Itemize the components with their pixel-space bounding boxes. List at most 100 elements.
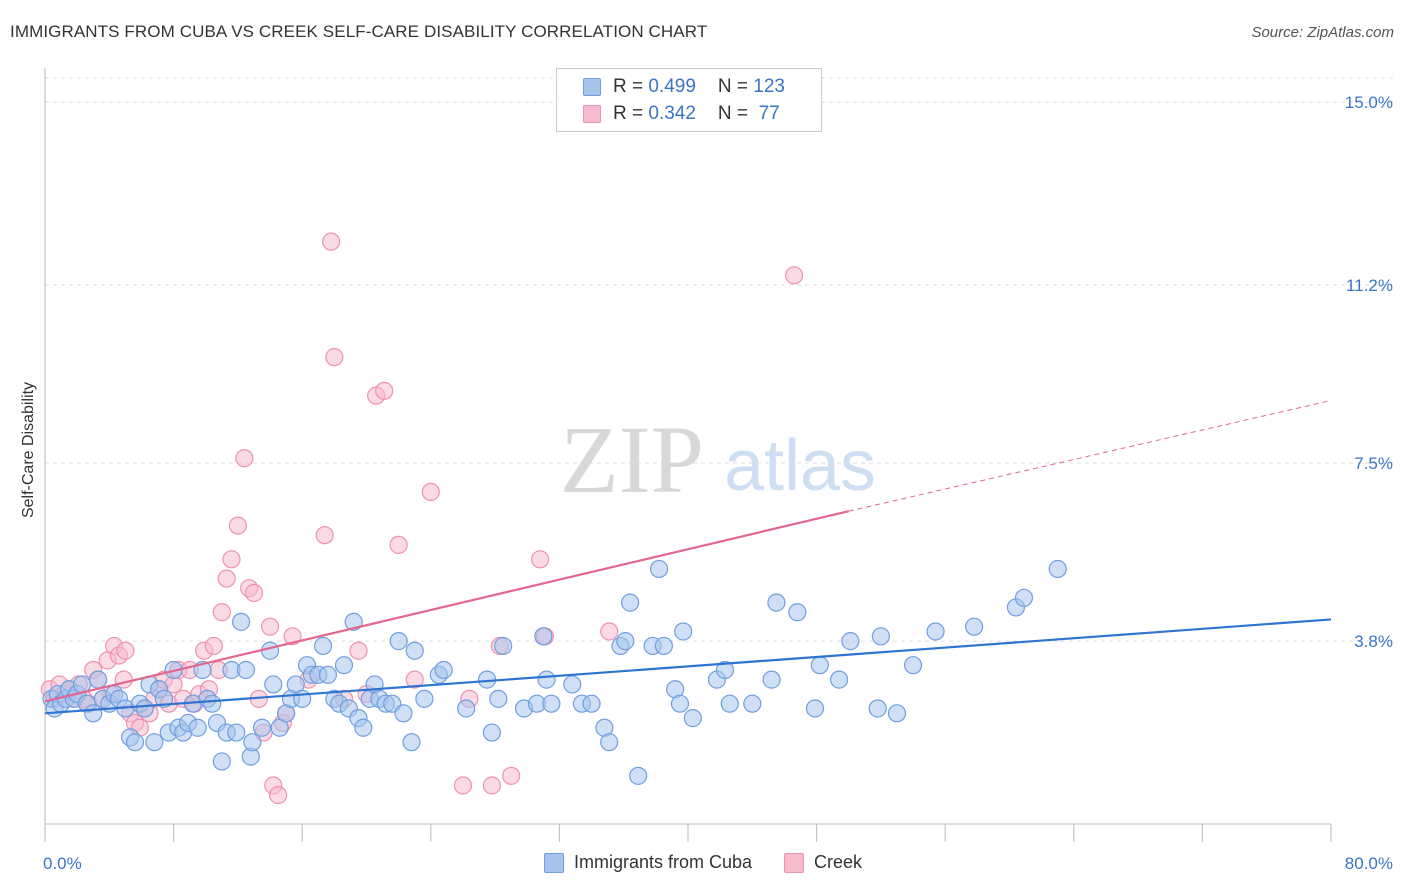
data-point-cuba — [236, 660, 256, 680]
data-point-cuba — [482, 723, 501, 742]
data-point-cuba — [534, 627, 553, 646]
data-point-cuba — [415, 689, 434, 708]
data-point-cuba — [600, 733, 619, 752]
legend-n-label: N = — [717, 76, 754, 97]
data-point-creek — [453, 776, 473, 795]
data-point-cuba — [805, 699, 825, 718]
data-point-cuba — [743, 694, 762, 713]
data-point-creek — [531, 550, 550, 569]
data-point-creek — [228, 516, 247, 535]
data-point-cuba — [871, 627, 891, 646]
data-point-cuba — [762, 670, 781, 689]
data-point-cuba — [810, 656, 829, 675]
data-point-creek — [375, 381, 394, 400]
tick-labels: 3.8% 7.5% 11.2% 15.0% 0.0% 80.0% — [43, 93, 1393, 873]
data-point-cuba — [621, 593, 640, 612]
data-point-cuba — [402, 733, 421, 752]
y-tick-label: 15.0% — [1345, 93, 1393, 112]
data-point-cuba — [841, 632, 860, 651]
legend-n-value: 123 — [753, 76, 785, 97]
legend-swatch-pink — [583, 105, 601, 123]
watermark-atlas: atlas — [724, 426, 876, 506]
legend-label-cuba: Immigrants from Cuba — [573, 852, 753, 872]
data-point-creek — [268, 786, 288, 805]
axes — [44, 68, 1332, 842]
data-point-cuba — [405, 641, 424, 660]
legend-row-creek: R = 0.342 N = 77 — [583, 102, 780, 126]
data-point-cuba — [154, 689, 174, 708]
trend-line-cuba — [44, 618, 1332, 715]
trend-line-creek — [44, 510, 850, 703]
data-point-cuba — [243, 733, 262, 752]
x-tick-label: 0.0% — [43, 854, 82, 873]
legend-n-value: 77 — [753, 103, 780, 124]
data-point-creek — [482, 776, 501, 795]
data-point-cuba — [1014, 588, 1034, 607]
legend-item-creek: Creek — [784, 852, 862, 873]
legend-r-label: R = — [613, 76, 649, 97]
cuba-points — [42, 559, 1067, 785]
data-point-cuba — [868, 699, 887, 718]
data-point-creek — [784, 266, 804, 285]
chart-title: IMMIGRANTS FROM CUBA VS CREEK SELF-CARE … — [10, 22, 708, 41]
data-point-cuba — [489, 689, 508, 708]
data-point-cuba — [394, 704, 413, 723]
data-point-creek — [235, 449, 254, 468]
legend-swatch-pink — [784, 852, 805, 873]
data-point-cuba — [582, 694, 601, 713]
data-point-cuba — [1048, 559, 1067, 579]
data-point-cuba — [616, 632, 635, 651]
data-point-cuba — [926, 622, 945, 641]
x-tick-label: 80.0% — [1345, 854, 1393, 873]
y-axis-title: Self-Care Disability — [14, 300, 44, 600]
data-point-cuba — [903, 656, 923, 675]
data-point-creek — [114, 670, 133, 689]
data-point-cuba — [674, 622, 693, 641]
data-point-cuba — [354, 718, 373, 737]
data-point-cuba — [318, 665, 338, 684]
data-point-cuba — [344, 612, 363, 631]
data-point-creek — [502, 766, 521, 785]
data-point-creek — [283, 627, 302, 646]
watermark: ZIP atlas — [560, 406, 876, 513]
legend-swatch-blue — [543, 852, 564, 873]
data-point-cuba — [227, 723, 246, 742]
data-point-creek — [349, 641, 368, 660]
data-point-cuba — [649, 559, 669, 579]
legend-r-value: 0.499 — [648, 76, 696, 97]
y-tick-label: 11.2% — [1346, 276, 1393, 295]
y-tick-label: 7.5% — [1354, 454, 1393, 473]
y-axis-label: Self-Care Disability — [20, 381, 37, 519]
data-point-cuba — [629, 766, 648, 785]
legend-n-label: N = — [717, 103, 754, 124]
trend-line-creek-extrapolated — [848, 399, 1332, 512]
data-point-creek — [325, 348, 344, 367]
data-point-cuba — [542, 694, 561, 713]
data-point-cuba — [252, 718, 272, 737]
data-point-cuba — [135, 699, 154, 718]
data-point-cuba — [264, 675, 283, 694]
data-point-cuba — [188, 718, 207, 737]
data-point-cuba — [767, 593, 786, 612]
stats-legend: R = 0.499 N = 123 R = 0.342 N = 77 — [556, 68, 822, 132]
legend-r-label: R = — [613, 103, 649, 124]
data-point-creek — [421, 482, 440, 502]
legend-label-creek: Creek — [814, 852, 863, 872]
data-point-cuba — [670, 694, 690, 713]
data-point-creek — [222, 550, 241, 569]
grid-lines — [45, 77, 1396, 642]
legend-item-cuba: Immigrants from Cuba — [543, 852, 753, 873]
data-point-cuba — [830, 670, 849, 689]
data-point-cuba — [788, 603, 807, 622]
data-point-creek — [389, 535, 408, 554]
watermark-zip: ZIP — [560, 406, 704, 513]
data-point-cuba — [965, 617, 984, 636]
legend-row-cuba: R = 0.499 N = 123 — [583, 75, 785, 99]
data-point-cuba — [125, 733, 145, 752]
data-point-cuba — [434, 660, 453, 680]
data-point-creek — [116, 641, 135, 660]
data-point-cuba — [145, 733, 164, 752]
data-point-cuba — [457, 699, 476, 718]
data-point-creek — [217, 569, 236, 588]
